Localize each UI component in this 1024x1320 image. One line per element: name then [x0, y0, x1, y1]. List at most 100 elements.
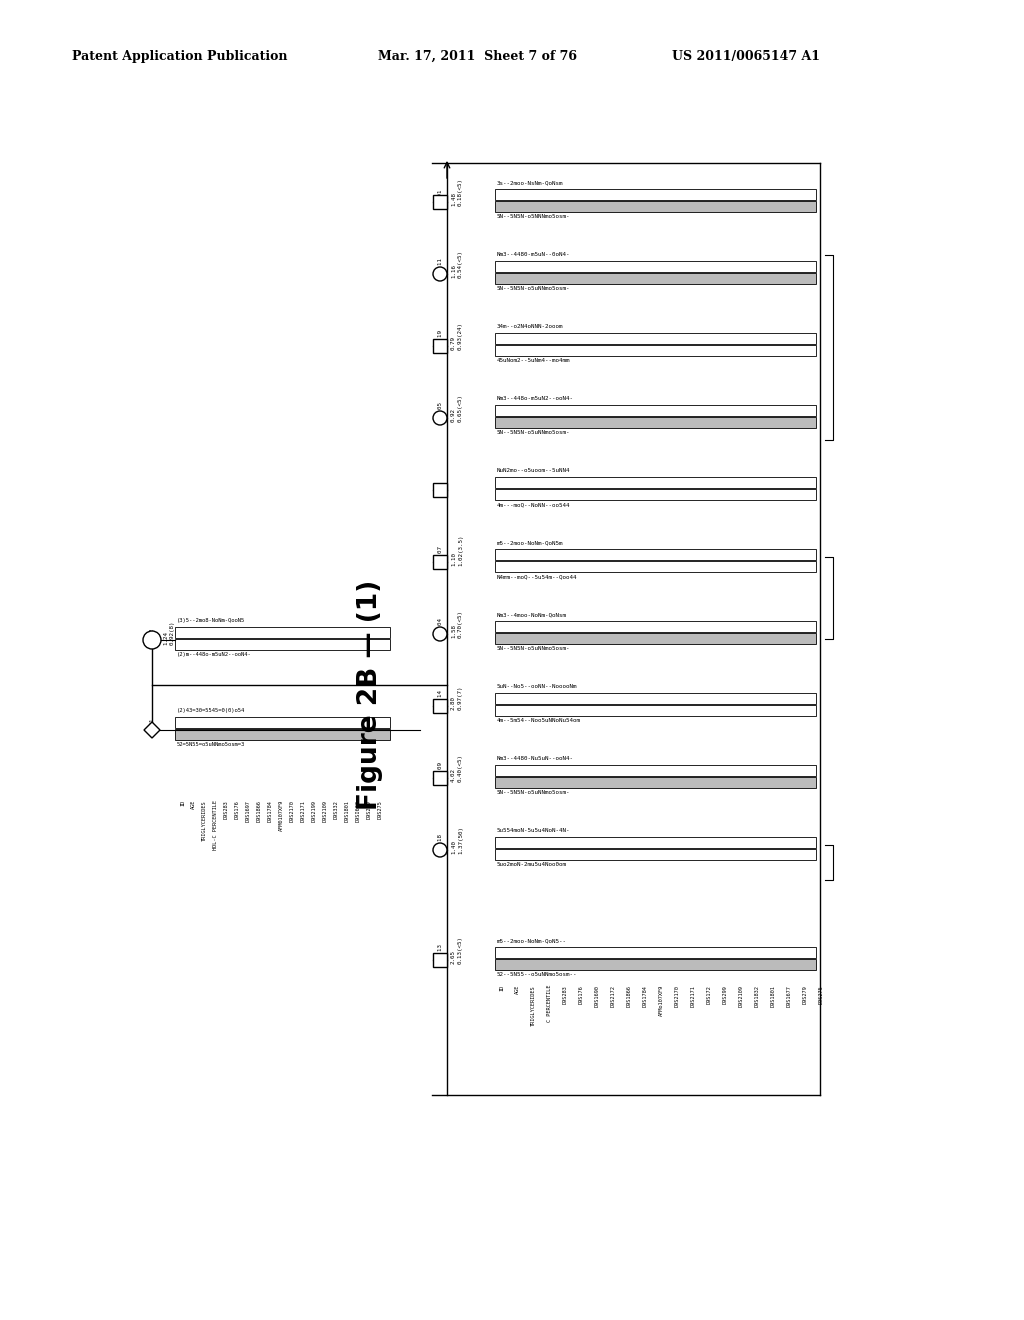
Text: D9S283: D9S283: [224, 800, 229, 818]
Text: D9S2170: D9S2170: [675, 985, 680, 1007]
Text: 52=5N55=o5uNNmo5osm=3: 52=5N55=o5uNNmo5osm=3: [177, 742, 246, 747]
Polygon shape: [144, 722, 160, 738]
Text: III:04: III:04: [437, 616, 442, 638]
Text: 45uNom2--5uNm4--mo4mm: 45uNom2--5uNm4--mo4mm: [497, 358, 570, 363]
Bar: [495, 766, 816, 776]
Text: 5N--5N5N-o5uNNmo5osm-: 5N--5N5N-o5uNNmo5osm-: [497, 430, 570, 436]
Bar: [495, 488, 816, 500]
Text: (2)m--448o-m5uN2--ooN4-: (2)m--448o-m5uN2--ooN4-: [177, 652, 252, 657]
Text: 0.18(<5): 0.18(<5): [458, 178, 463, 206]
Bar: [495, 261, 816, 272]
Bar: [175, 627, 390, 638]
Text: 1.02(3.5): 1.02(3.5): [458, 535, 463, 566]
Text: 0.92(8): 0.92(8): [170, 620, 175, 645]
Text: 4m--5m54--Noo5uNNoNu54om: 4m--5m54--Noo5uNNoNu54om: [497, 718, 581, 723]
Text: III:07: III:07: [437, 545, 442, 566]
Text: Patent Application Publication: Patent Application Publication: [72, 50, 288, 63]
Text: Nm3--4moo-NoNm-QoNsm: Nm3--4moo-NoNm-QoNsm: [497, 612, 567, 616]
Bar: [495, 273, 816, 284]
Text: 5u554moN-5u5u4NoN-4N-: 5u554moN-5u5u4NoN-4N-: [497, 828, 570, 833]
Bar: [495, 620, 816, 632]
Text: D9S332: D9S332: [334, 800, 339, 818]
Text: (2)43=30=5545=0(0)o54: (2)43=30=5545=0(0)o54: [177, 708, 246, 713]
Text: 62: 62: [444, 704, 449, 710]
Text: 1.37(50): 1.37(50): [458, 826, 463, 854]
Text: D9S279: D9S279: [367, 800, 372, 818]
Text: II:02: II:02: [150, 627, 154, 645]
Text: 1.16: 1.16: [451, 264, 456, 279]
Bar: [495, 849, 816, 861]
Text: D9SI677: D9SI677: [356, 800, 361, 822]
Text: ID: ID: [499, 985, 504, 991]
Bar: [495, 477, 816, 488]
Text: 34m--o2N4oNNN-2ooom: 34m--o2N4oNNN-2ooom: [497, 323, 563, 329]
Text: 50: 50: [444, 775, 449, 781]
Bar: [495, 837, 816, 847]
Bar: [495, 189, 816, 201]
Text: III:18: III:18: [437, 833, 442, 854]
Text: 42: 42: [444, 271, 449, 279]
Text: TRIGLYCERIDES: TRIGLYCERIDES: [202, 800, 207, 841]
Text: ID: ID: [180, 800, 185, 807]
Text: D9S1784: D9S1784: [268, 800, 273, 822]
Bar: [495, 417, 816, 428]
Text: 4m---moQ--NoNN--oo544: 4m---moQ--NoNN--oo544: [497, 502, 570, 507]
Text: 0.92: 0.92: [451, 408, 456, 422]
Text: D9S1690: D9S1690: [595, 985, 600, 1007]
Text: Nm3--4480-Nu5uN--ooN4-: Nm3--4480-Nu5uN--ooN4-: [497, 756, 574, 762]
Text: NuN2mo--o5uoom--5uNN4: NuN2mo--o5uoom--5uNN4: [497, 469, 570, 473]
Text: 5uo2moN-2mu5u4Noo0om: 5uo2moN-2mu5u4Noo0om: [497, 862, 567, 867]
Text: II:01: II:01: [437, 189, 442, 206]
Text: TRIGLYCERIDES: TRIGLYCERIDES: [531, 985, 536, 1026]
Text: 0.70(<5): 0.70(<5): [458, 610, 463, 638]
Text: 1.10: 1.10: [451, 552, 456, 566]
Text: D9S299: D9S299: [723, 985, 728, 1003]
Text: 0.40(<5): 0.40(<5): [458, 754, 463, 781]
Text: D9S275: D9S275: [378, 800, 383, 818]
Text: AFM0107XF9: AFM0107XF9: [279, 800, 284, 832]
Text: 1.40: 1.40: [451, 840, 456, 854]
Bar: [495, 333, 816, 345]
Text: 1.58: 1.58: [451, 624, 456, 638]
Circle shape: [143, 631, 161, 649]
Text: 0.54(<5): 0.54(<5): [458, 249, 463, 279]
Bar: [433, 554, 447, 569]
Text: 5uN--No5--ooNN--NooooNm: 5uN--No5--ooNN--NooooNm: [497, 684, 578, 689]
Text: D9S1866: D9S1866: [627, 985, 632, 1007]
Text: D9S2171: D9S2171: [301, 800, 306, 822]
Text: D9S283: D9S283: [563, 985, 568, 1003]
Text: III:05: III:05: [437, 401, 442, 422]
Bar: [175, 639, 390, 649]
Bar: [175, 729, 390, 741]
Text: AGE: AGE: [191, 800, 196, 809]
Bar: [495, 705, 816, 715]
Text: D9S1784: D9S1784: [643, 985, 648, 1007]
Text: HDL-C PERCENTILE: HDL-C PERCENTILE: [213, 800, 218, 850]
Text: 81: 81: [156, 638, 161, 645]
Text: D9S2109: D9S2109: [323, 800, 328, 822]
Text: D9S1832: D9S1832: [755, 985, 760, 1007]
Text: 4.02: 4.02: [451, 768, 456, 781]
Bar: [495, 777, 816, 788]
Text: 0.79: 0.79: [451, 337, 456, 350]
Text: 48: 48: [444, 957, 449, 964]
Text: US 2011/0065147 A1: US 2011/0065147 A1: [672, 50, 820, 63]
Text: 0.97(7): 0.97(7): [458, 685, 463, 710]
Text: 51: 51: [444, 343, 449, 350]
Text: 5N--5N5N-o5uNNmo5osm-: 5N--5N5N-o5uNNmo5osm-: [497, 789, 570, 795]
Text: III:09: III:09: [437, 762, 442, 781]
Text: 38: 38: [444, 847, 449, 854]
Circle shape: [433, 843, 447, 857]
Text: III:19: III:19: [437, 329, 442, 350]
Text: 5N--5N5N-o5uNNmo5osm-: 5N--5N5N-o5uNNmo5osm-: [497, 645, 570, 651]
Bar: [495, 345, 816, 356]
Text: D9S1866: D9S1866: [257, 800, 262, 822]
Circle shape: [433, 411, 447, 425]
Text: 56: 56: [444, 414, 449, 422]
Text: D9S1677: D9S1677: [787, 985, 792, 1007]
Bar: [433, 483, 447, 498]
Bar: [495, 693, 816, 704]
Text: 48: 48: [444, 199, 449, 206]
Text: m5--2moo-NoNm-QoN5--: m5--2moo-NoNm-QoN5--: [497, 939, 567, 942]
Bar: [433, 771, 447, 785]
